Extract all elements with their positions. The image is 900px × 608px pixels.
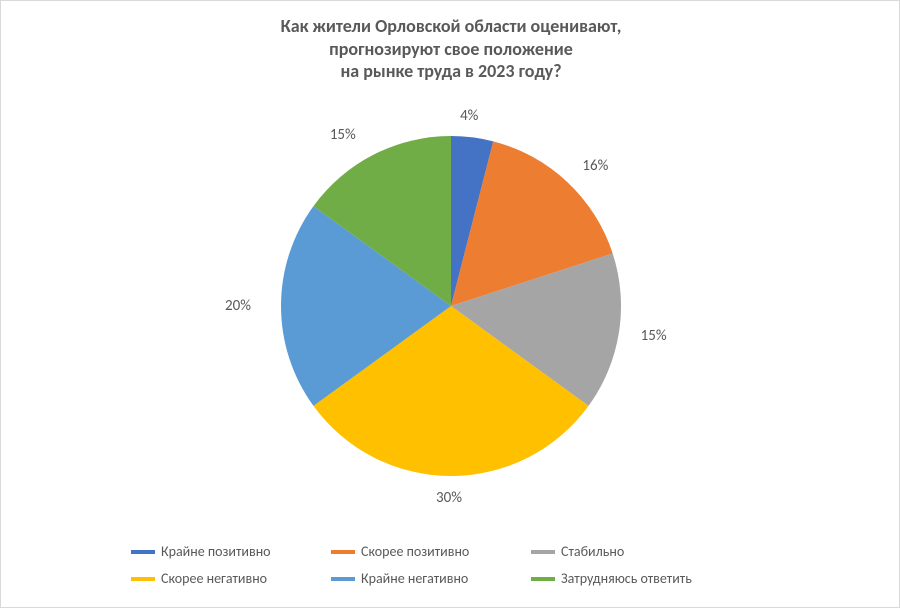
legend-swatch-1	[331, 550, 355, 554]
data-label-4: 20%	[225, 297, 251, 315]
title-line-3: на рынке труда в 2023 году?	[1, 60, 900, 83]
legend-item-2: Стабильно	[531, 543, 691, 560]
data-label-3: 30%	[436, 489, 462, 507]
legend-item-4: Крайне негативно	[331, 570, 491, 587]
legend-item-0: Крайне позитивно	[131, 543, 291, 560]
legend-label-1: Скорее позитивно	[361, 543, 469, 560]
legend-label-0: Крайне позитивно	[161, 543, 271, 560]
legend-label-5: Затрудняюсь ответить	[561, 570, 692, 587]
data-label-0: 4%	[460, 107, 478, 125]
data-label-1: 16%	[582, 157, 608, 175]
data-label-2: 15%	[641, 327, 667, 345]
legend-item-1: Скорее позитивно	[331, 543, 491, 560]
title-line-2: прогнозируют свое положение	[1, 38, 900, 61]
legend: Крайне позитивно Скорее позитивно Стабильн…	[131, 543, 771, 587]
pie-chart	[281, 136, 621, 476]
title-line-1: Как жители Орловской области оценивают,	[1, 15, 900, 38]
legend-swatch-0	[131, 550, 155, 554]
legend-label-2: Стабильно	[561, 543, 624, 560]
legend-item-5: Затрудняюсь ответить	[531, 570, 692, 587]
legend-item-3: Скорее негативно	[131, 570, 291, 587]
legend-label-3: Скорее негативно	[161, 570, 267, 587]
legend-swatch-2	[531, 550, 555, 554]
legend-swatch-4	[331, 577, 355, 581]
data-label-5: 15%	[330, 126, 356, 144]
chart-title: Как жители Орловской области оценивают, …	[1, 15, 900, 83]
legend-swatch-5	[531, 577, 555, 581]
legend-label-4: Крайне негативно	[361, 570, 468, 587]
legend-swatch-3	[131, 577, 155, 581]
chart-container: Как жители Орловской области оценивают, …	[0, 0, 900, 608]
